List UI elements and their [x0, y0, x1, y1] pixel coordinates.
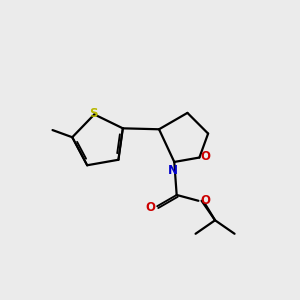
Text: N: N: [168, 164, 178, 177]
Text: S: S: [89, 107, 98, 120]
Text: O: O: [200, 149, 210, 163]
Text: O: O: [200, 194, 210, 207]
Text: O: O: [146, 201, 156, 214]
